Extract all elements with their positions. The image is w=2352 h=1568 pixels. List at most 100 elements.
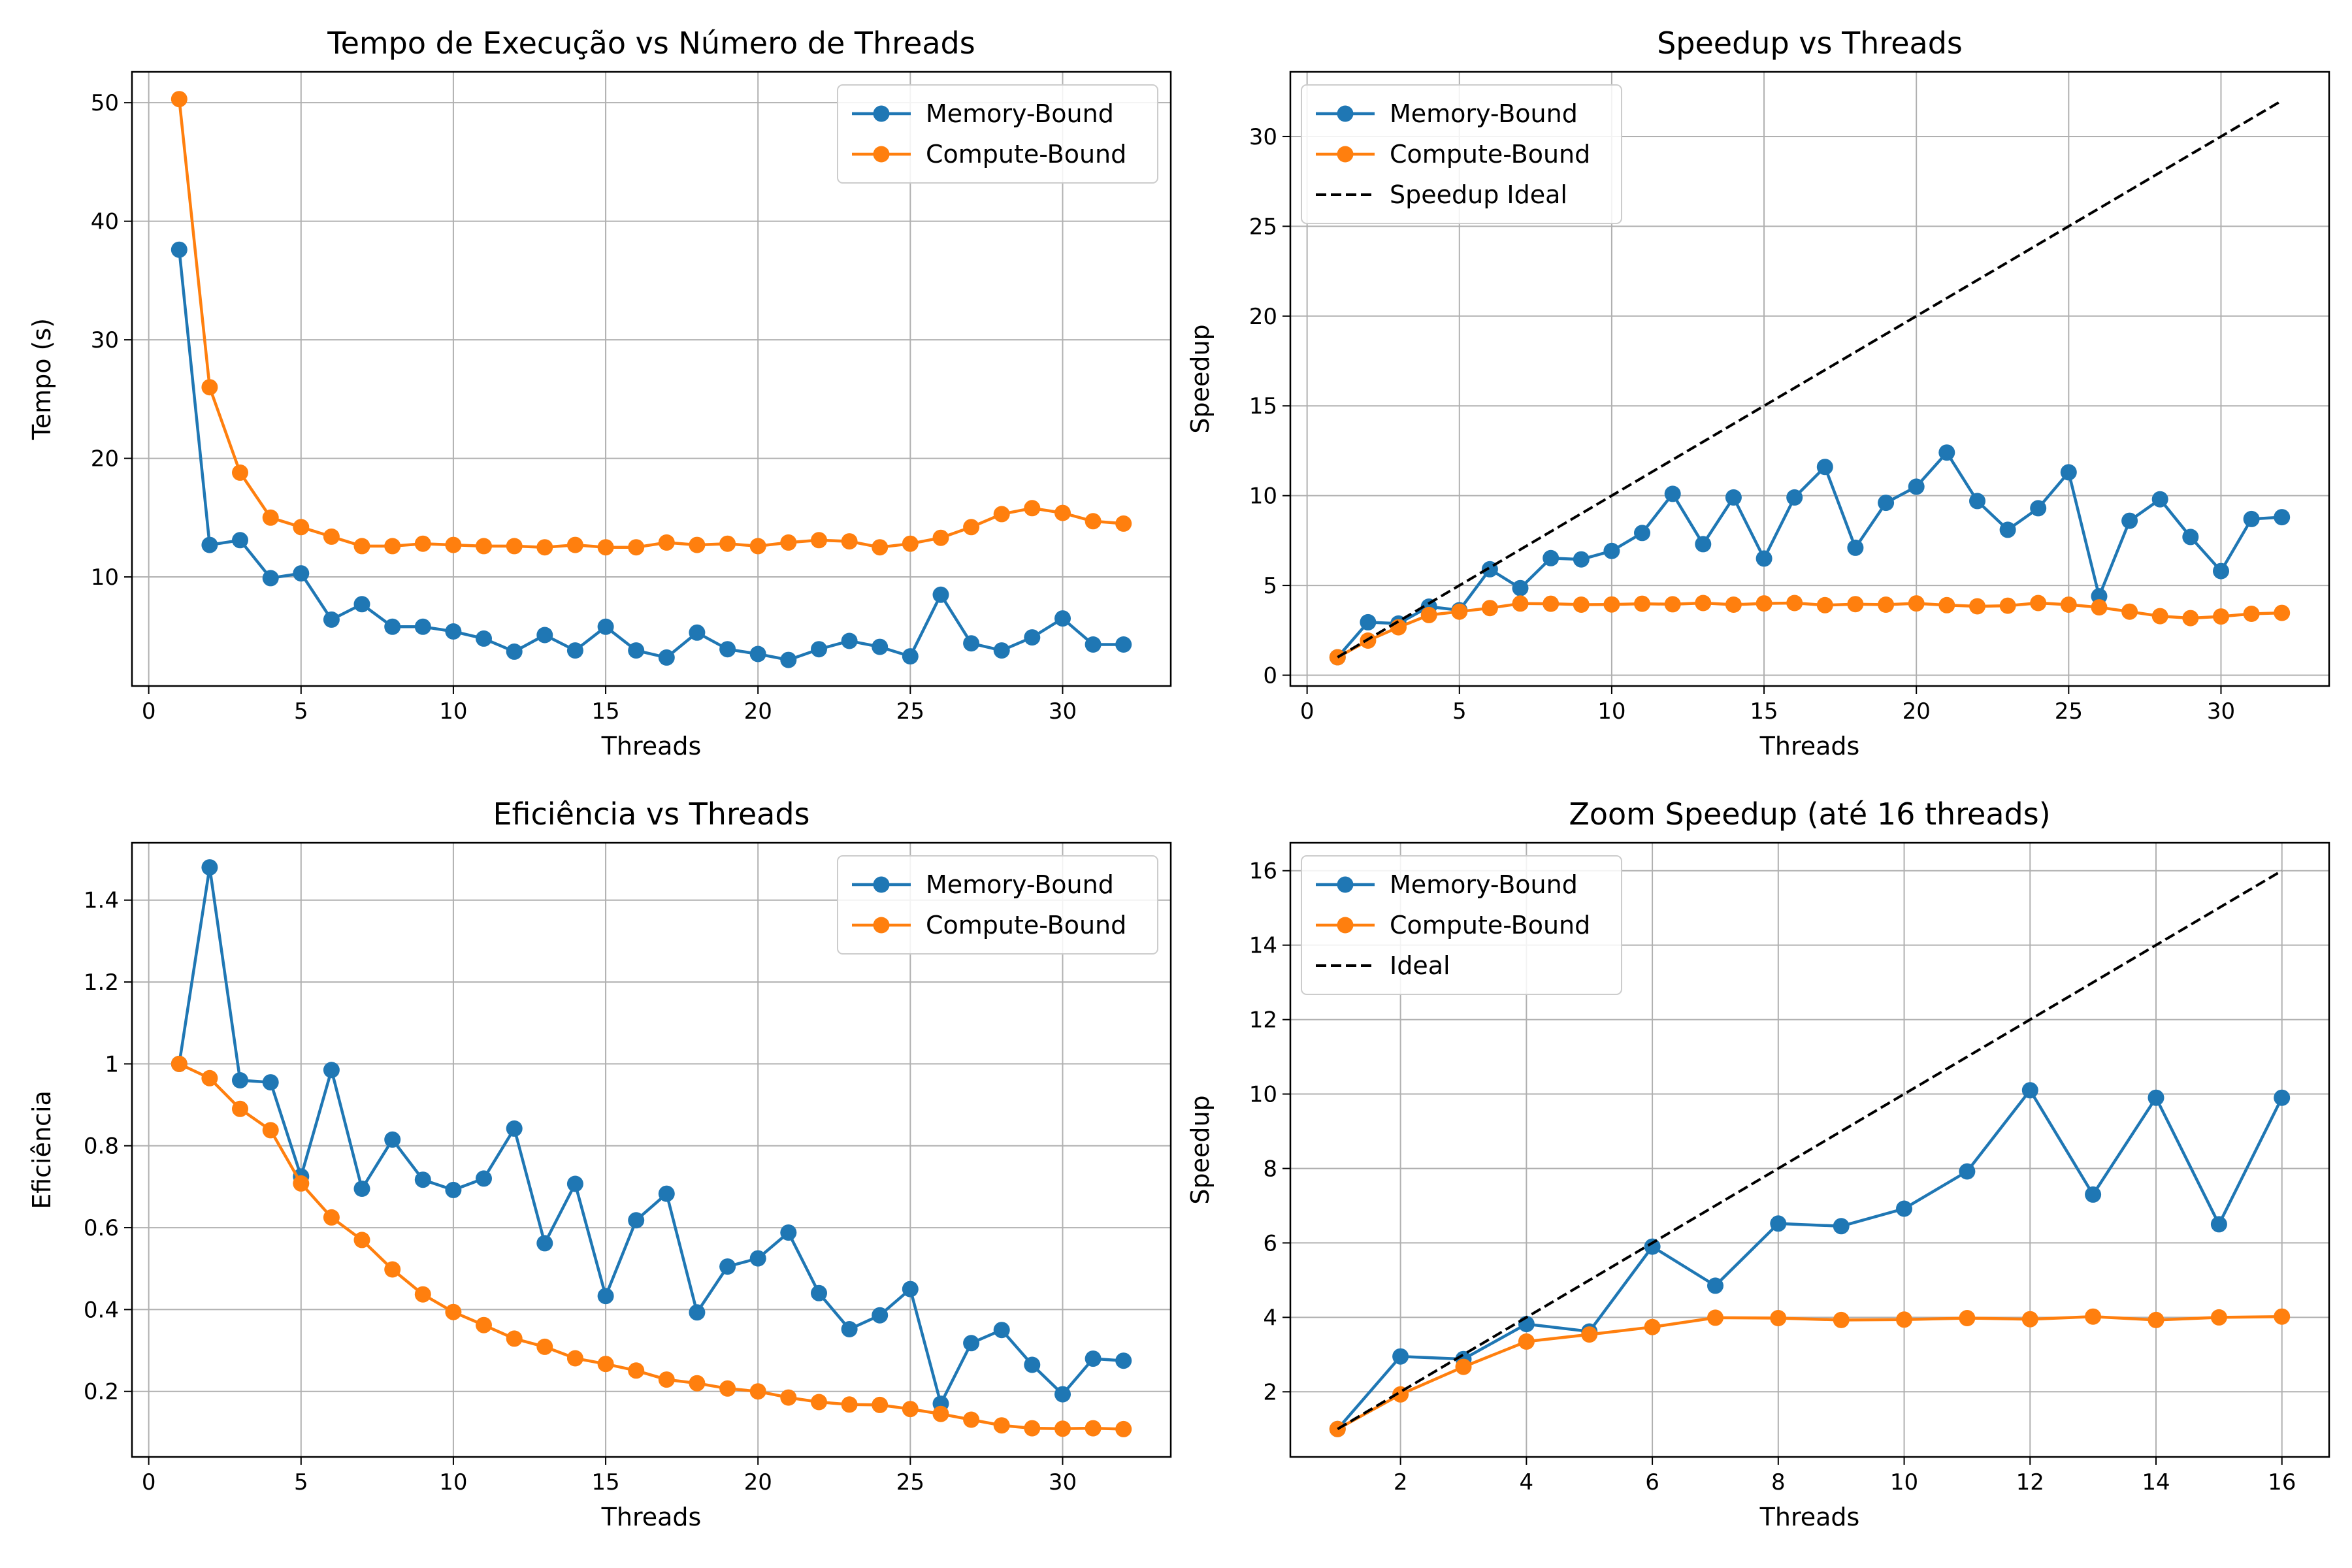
y-tick-label: 20: [1249, 304, 1277, 330]
x-tick-label: 0: [1300, 698, 1315, 725]
data-point: [1786, 489, 1803, 506]
data-point: [780, 1224, 797, 1241]
legend-label: Memory-Bound: [926, 99, 1114, 128]
data-point: [749, 1383, 766, 1400]
legend-box: [837, 84, 1158, 184]
data-point: [841, 533, 858, 550]
x-tick-label: 10: [439, 698, 467, 725]
data-point: [1644, 1318, 1661, 1335]
legend-label: Memory-Bound: [926, 870, 1114, 899]
chart-4: 2 4 6 8 10 12 14 16 2 4 6 8 10 12 14 16 Zoom Speedup (at…: [1186, 796, 2330, 1531]
data-point: [2021, 1311, 2038, 1328]
y-tick-label: 0.8: [84, 1134, 119, 1160]
data-point: [1999, 597, 2016, 614]
data-point: [1833, 1218, 1850, 1235]
data-point: [1481, 600, 1498, 617]
data-point: [1999, 521, 2016, 538]
data-point: [1695, 595, 1712, 612]
x-axis-label: Threads: [601, 732, 702, 760]
x-tick-label: 30: [1049, 1469, 1077, 1495]
data-point: [1024, 1420, 1041, 1437]
y-tick-label: 0.4: [84, 1297, 119, 1323]
data-point: [1603, 596, 1620, 613]
data-point: [262, 1074, 279, 1091]
data-point: [2021, 1082, 2038, 1099]
data-point: [719, 1380, 736, 1397]
data-point: [932, 529, 949, 546]
data-point: [414, 618, 431, 635]
data-point: [1833, 1311, 1850, 1328]
data-point: [384, 1131, 401, 1148]
data-point: [201, 1070, 218, 1086]
data-point: [171, 1055, 188, 1072]
data-point: [1634, 525, 1650, 542]
legend: Memory-Bound Compute-Bound Ideal: [1301, 855, 1622, 995]
data-point: [506, 538, 523, 555]
data-point: [232, 532, 248, 549]
data-point: [1085, 636, 1102, 653]
legend-marker: [873, 876, 890, 893]
data-point: [232, 1072, 248, 1088]
data-point: [597, 618, 614, 635]
data-point: [1725, 489, 1742, 506]
data-point: [1959, 1163, 1976, 1180]
y-tick-label: 40: [91, 209, 119, 235]
data-point: [963, 519, 980, 536]
data-point: [597, 539, 614, 556]
data-point: [171, 241, 188, 258]
y-tick-label: 0: [1263, 663, 1277, 689]
data-point: [2085, 1186, 2102, 1203]
y-tick-label: 2: [1263, 1379, 1277, 1405]
data-point: [2121, 512, 2138, 529]
data-point: [293, 1175, 310, 1192]
data-point: [566, 642, 583, 659]
data-point: [232, 1100, 248, 1117]
data-point: [1573, 596, 1590, 613]
data-point: [597, 1356, 614, 1373]
chart-1: 0 5 10 15 20 25 30 10 20 30 40 50 Tempo de Execução …: [27, 25, 1172, 760]
data-point: [1054, 1420, 1071, 1437]
data-point: [811, 1394, 827, 1411]
data-point: [719, 535, 736, 552]
data-point: [1770, 1215, 1787, 1232]
legend-label: Memory-Bound: [1390, 99, 1578, 128]
data-point: [1938, 444, 1955, 461]
data-point: [993, 642, 1010, 659]
data-point: [2151, 608, 2168, 625]
legend: Memory-Bound Compute-Bound Speedup Ideal: [1301, 84, 1622, 224]
data-point: [2182, 610, 2199, 627]
data-point: [628, 642, 645, 659]
data-point: [2213, 608, 2229, 625]
data-point: [1816, 596, 1833, 613]
data-point: [1969, 493, 1985, 510]
data-point: [353, 1181, 370, 1197]
x-tick-label: 30: [1049, 698, 1077, 725]
chart-title: Tempo de Execução vs Número de Threads: [327, 25, 975, 61]
data-point: [963, 1411, 980, 1428]
data-point: [2213, 563, 2229, 580]
data-point: [1896, 1311, 1912, 1328]
x-tick-label: 25: [2055, 698, 2083, 725]
data-point: [2274, 1308, 2291, 1325]
data-point: [414, 535, 431, 552]
x-tick-label: 5: [294, 1469, 308, 1495]
chart-title: Zoom Speedup (até 16 threads): [1569, 796, 2050, 832]
data-point: [1786, 595, 1803, 612]
y-tick-label: 0.2: [84, 1379, 119, 1405]
x-axis-label: Threads: [1759, 732, 1860, 760]
data-point: [628, 539, 645, 556]
data-point: [1707, 1309, 1723, 1326]
x-tick-label: 12: [2016, 1469, 2044, 1495]
data-point: [1896, 1200, 1912, 1217]
data-point: [1543, 549, 1560, 566]
y-tick-label: 15: [1249, 393, 1277, 419]
data-point: [1518, 1333, 1535, 1350]
legend-label: Compute-Bound: [1390, 911, 1590, 939]
y-axis-label: Tempo (s): [27, 318, 56, 440]
data-point: [628, 1212, 645, 1229]
data-point: [262, 570, 279, 587]
data-point: [749, 645, 766, 662]
data-point: [1115, 1352, 1132, 1369]
data-point: [293, 519, 310, 536]
